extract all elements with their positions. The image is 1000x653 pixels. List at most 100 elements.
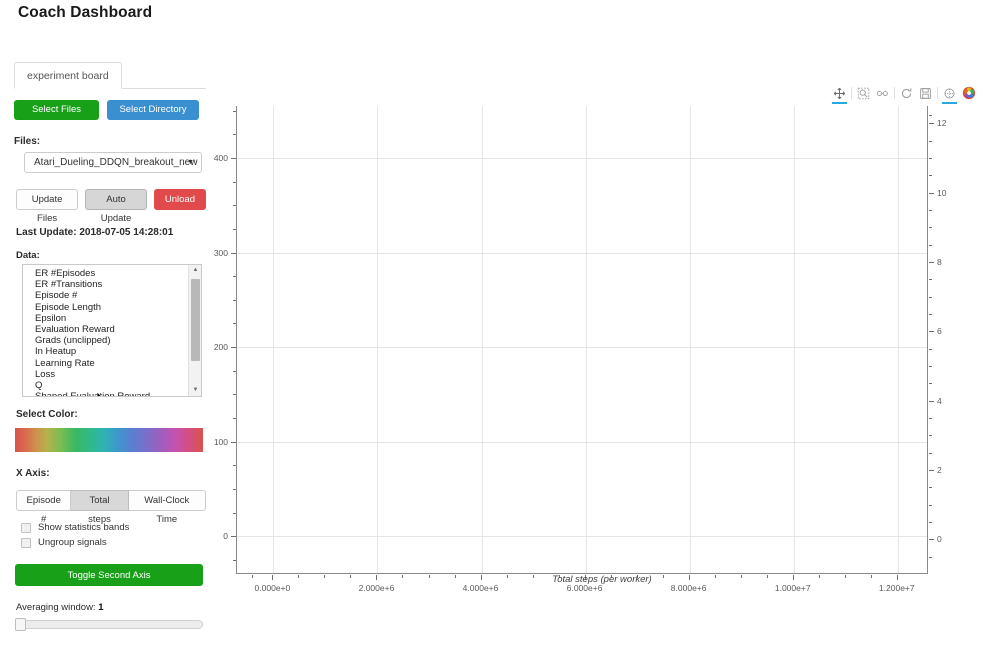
y-right-tick-minor — [929, 487, 932, 489]
checkbox-statistics-bands[interactable] — [21, 522, 31, 533]
y-left-tick-minor — [233, 110, 236, 112]
y-left-tick-minor — [233, 418, 236, 419]
x-tick — [480, 575, 482, 580]
toggle-second-axis-button[interactable]: Toggle Second Axis — [15, 564, 203, 586]
y-left-tick — [231, 347, 236, 349]
checkbox-ungroup-signals[interactable] — [21, 537, 31, 548]
y-right-tick-minor — [929, 296, 932, 298]
update-actions-row: Update Files Auto Update Unload — [16, 189, 206, 224]
list-item[interactable]: Episode Length — [35, 301, 102, 313]
list-item[interactable]: Episode # — [35, 290, 78, 302]
averaging-window-text: Averaging window: — [16, 602, 96, 613]
tab-experiment-board[interactable]: experiment board — [14, 62, 122, 89]
select-files-button[interactable]: Select Files — [14, 100, 99, 120]
y-left-tick-minor — [233, 323, 236, 325]
list-item[interactable]: ER #Episodes — [35, 268, 96, 279]
slider-track[interactable] — [15, 620, 203, 629]
y-left-tick-label: 0 — [223, 531, 228, 542]
y-left-tick-minor — [233, 228, 236, 230]
control-panel: experiment board Select Files Select Dir… — [14, 62, 206, 631]
x-tick-minor — [870, 575, 872, 578]
y-right-tick-label: 10 — [937, 187, 947, 198]
scroll-down-icon[interactable]: ▼ — [192, 387, 199, 393]
x-axis-option-1[interactable]: Total steps — [71, 490, 129, 525]
x-tick-label: 2.000e+6 — [358, 583, 395, 593]
files-select[interactable]: Atari_Dueling_DDQN_breakout_new ▼ — [24, 152, 202, 173]
list-item[interactable]: Grads (unclipped) — [35, 335, 111, 347]
gridline-horizontal — [237, 441, 927, 443]
x-tick-label: 8.000e+6 — [670, 583, 707, 593]
y-left-tick-minor — [233, 488, 236, 490]
checkbox-row-ungroup-signals[interactable]: Ungroup signals — [21, 537, 206, 548]
plot-toolbar — [830, 82, 978, 104]
list-item[interactable]: Epsilon — [35, 312, 67, 324]
x-tick-minor — [324, 575, 326, 578]
list-item[interactable]: In Heatup — [35, 346, 77, 358]
select-directory-button[interactable]: Select Directory — [107, 100, 199, 120]
list-item[interactable]: Learning Rate — [35, 357, 95, 369]
x-tick — [272, 575, 274, 580]
y-right-tick-label: 6 — [937, 326, 942, 337]
y-right-tick-minor — [929, 418, 932, 419]
hover-icon[interactable] — [940, 83, 959, 104]
unload-button[interactable]: Unload — [153, 189, 206, 210]
data-list: ER #Episodes ER #Transitions Episode # Epis… — [23, 265, 201, 397]
update-files-button[interactable]: Update Files — [16, 189, 79, 224]
gridline-horizontal — [237, 536, 927, 538]
y-left-tick-label: 200 — [213, 342, 228, 353]
auto-update-button[interactable]: Auto Update — [85, 189, 147, 224]
list-item[interactable]: Loss — [35, 368, 56, 380]
y-right-tick-label: 12 — [937, 118, 947, 129]
y-right-tick — [929, 123, 934, 125]
averaging-window-value: 1 — [98, 602, 104, 613]
box-zoom-icon[interactable] — [854, 83, 873, 104]
x-tick — [688, 575, 690, 580]
slider-handle[interactable] — [15, 618, 26, 631]
checkbox-row-statistics-bands[interactable]: Show statistics bands — [21, 522, 206, 533]
color-picker-bar[interactable] — [15, 428, 203, 452]
reset-icon[interactable] — [897, 83, 916, 104]
scroll-up-icon[interactable]: ▲ — [192, 267, 199, 273]
y-right-tick-minor — [929, 114, 932, 116]
pan-icon[interactable] — [830, 83, 849, 104]
data-list-scrollbar[interactable]: ▲ ▼ — [188, 265, 201, 396]
averaging-window-label: Averaging window: 1 — [16, 602, 206, 613]
x-tick-minor — [818, 575, 820, 578]
y-right-tick-minor — [929, 504, 932, 506]
x-tick-minor — [428, 575, 430, 578]
y-right-tick-minor — [929, 366, 932, 367]
data-listbox[interactable]: ER #Episodes ER #Transitions Episode # Epis… — [22, 264, 202, 397]
plot-frame[interactable] — [236, 106, 928, 574]
y-right-tick-label: 2 — [937, 465, 942, 475]
wheel-zoom-icon[interactable] — [873, 83, 892, 104]
y-left-tick-minor — [233, 559, 236, 561]
y-left-tick-minor — [233, 512, 236, 514]
x-tick-label: 1.000e+7 — [774, 583, 811, 593]
x-axis-option-0[interactable]: Episode # — [16, 490, 72, 525]
bokeh-logo-icon[interactable] — [959, 83, 978, 104]
toolbar-separator — [937, 87, 938, 99]
averaging-window-slider[interactable] — [15, 618, 203, 631]
scrollbar-thumb[interactable] — [191, 279, 200, 361]
x-tick-label: 1.200e+7 — [878, 583, 915, 593]
save-icon[interactable] — [916, 83, 935, 104]
list-item[interactable]: Q — [35, 380, 43, 392]
gridline-vertical — [689, 106, 691, 573]
y-left-tick-label: 300 — [213, 247, 228, 258]
y-left-tick-minor — [233, 465, 236, 467]
list-item[interactable]: Evaluation Reward — [35, 324, 115, 336]
plot-canvas[interactable]: 0.000e+0 2.000e+6 4.000e+6 6.000e+6 8.000e+6… — [214, 104, 986, 594]
list-item[interactable]: ER #Transitions — [35, 279, 103, 291]
toolbar-separator — [894, 87, 895, 99]
y-right-tick-minor — [929, 314, 932, 315]
chevron-down-icon: ▼ — [187, 159, 194, 166]
list-item[interactable]: Shaped Evaluation Reward — [35, 391, 151, 397]
y-right-tick-minor — [929, 522, 932, 523]
x-axis-option-2[interactable]: Wall-Clock Time — [128, 490, 206, 525]
x-tick-minor — [636, 575, 638, 578]
y-left-tick — [231, 441, 236, 443]
y-right-tick-minor — [929, 348, 932, 350]
y-left-tick-minor — [233, 276, 236, 278]
x-tick — [376, 575, 378, 580]
select-color-label: Select Color: — [16, 409, 78, 420]
